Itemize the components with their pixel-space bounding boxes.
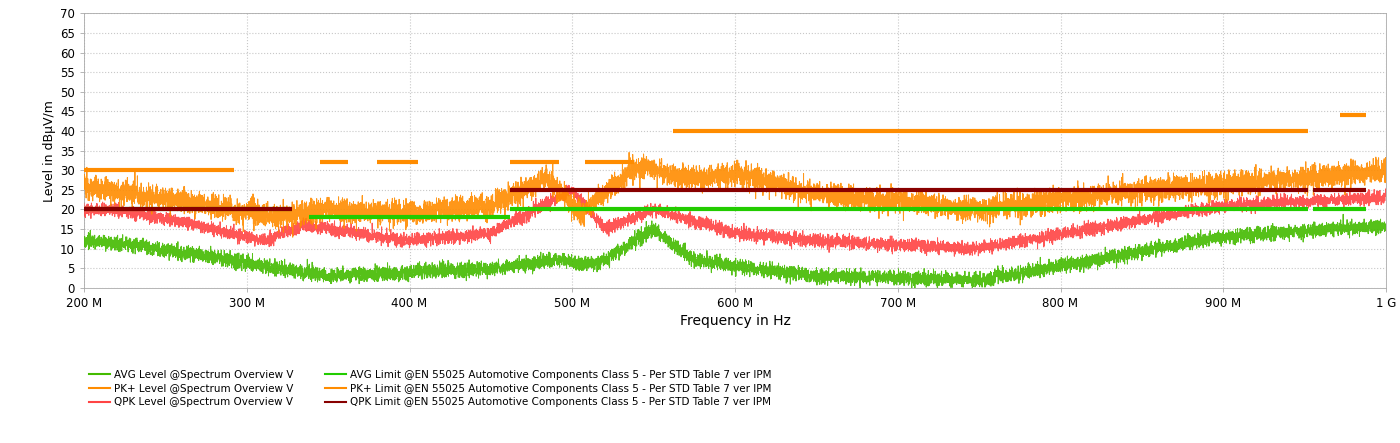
Legend: AVG Level @Spectrum Overview V, PK+ Level @Spectrum Overview V, QPK Level @Spect: AVG Level @Spectrum Overview V, PK+ Leve… [90,370,771,408]
X-axis label: Frequency in Hz: Frequency in Hz [679,314,791,328]
Y-axis label: Level in dBµV/m: Level in dBµV/m [43,100,56,202]
